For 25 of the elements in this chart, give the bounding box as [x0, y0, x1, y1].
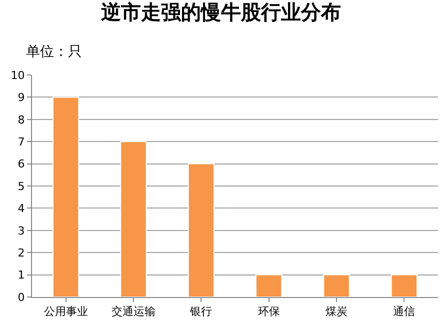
- bar: [255, 274, 282, 297]
- x-tick-label: 交通运输: [112, 305, 156, 318]
- y-tick-label: 1: [18, 268, 25, 282]
- y-tick-label: 5: [18, 180, 25, 193]
- bar: [323, 274, 350, 297]
- bar: [188, 163, 215, 297]
- y-tick-label: 9: [18, 91, 25, 104]
- x-tick-label: 公用事业: [44, 305, 88, 318]
- x-tick-label: 通信: [393, 305, 416, 318]
- y-tick-label: 8: [18, 113, 25, 126]
- y-tick-label: 3: [18, 224, 25, 238]
- y-tick-label: 0: [18, 290, 25, 304]
- text: 单位：只: [26, 44, 82, 60]
- y-tick-label: 6: [18, 158, 25, 171]
- bar: [52, 96, 80, 297]
- y-tick-label: 4: [18, 202, 25, 216]
- y-tick-label: 2: [18, 246, 25, 260]
- x-tick-label: 环保: [258, 305, 280, 318]
- y-tick-label: 7: [18, 135, 25, 148]
- chart-title: 逆市走强的慢牛股行业分布: [100, 0, 341, 24]
- bar: [390, 274, 418, 297]
- x-tick-label: 银行: [189, 305, 212, 318]
- bar: [120, 141, 147, 297]
- y-tick-label: 10: [10, 68, 25, 82]
- x-tick-label: 煤炭: [326, 305, 348, 318]
